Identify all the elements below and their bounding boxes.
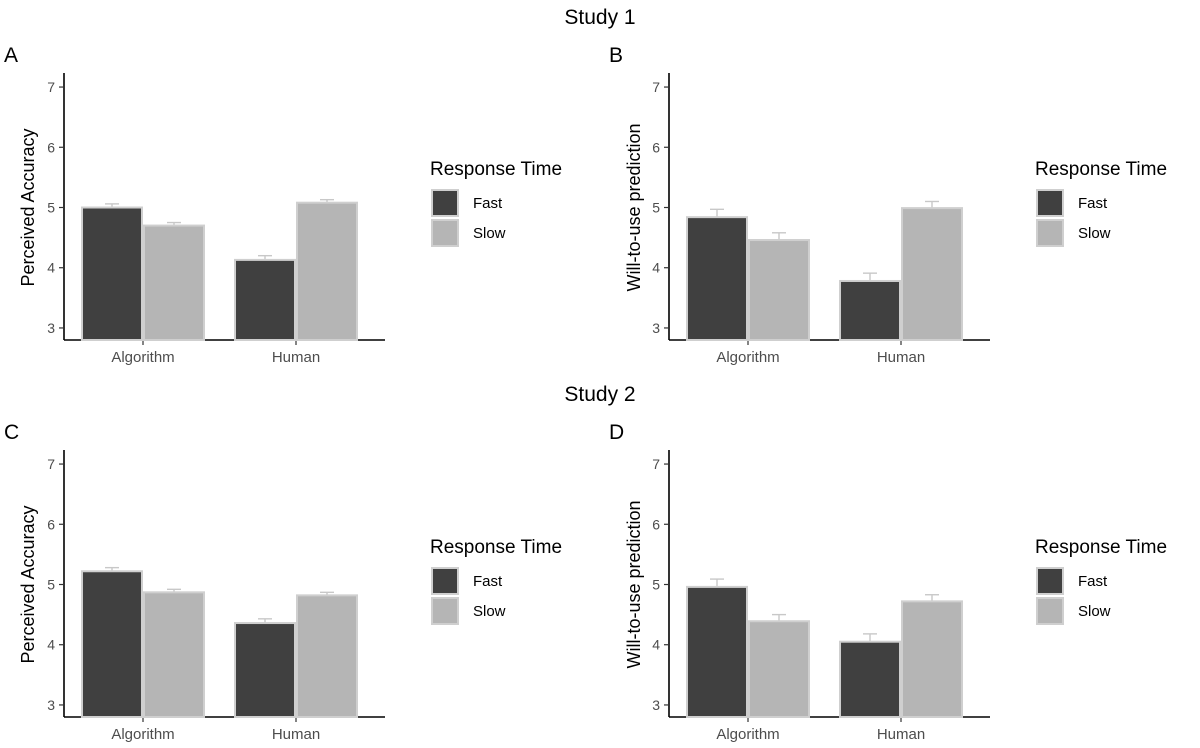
- x-tick-label: Human: [877, 349, 925, 366]
- y-tick-label: 4: [652, 260, 660, 276]
- y-tick-label: 4: [47, 637, 55, 653]
- panel-a: Study 1 A 3 4 5 6 7 Algorithm Human Perceived Acc…: [4, 6, 636, 366]
- legend-label-slow: Slow: [473, 225, 506, 242]
- x-tick-label: Human: [877, 726, 925, 743]
- bar-fast-algorithm: [686, 216, 748, 342]
- x-tick-label: Human: [272, 726, 320, 743]
- legend-key-fast: [431, 567, 459, 595]
- y-tick-label: 5: [652, 200, 660, 216]
- y-axis-title: Perceived Accuracy: [18, 505, 38, 663]
- panel-c: Study 2 C 3 4 5 6 7 Algorithm Human Perceived Acc…: [4, 383, 636, 743]
- panel-letter: D: [609, 421, 624, 444]
- legend-label-fast: Fast: [1078, 573, 1108, 590]
- legend-key-fast: [431, 189, 459, 217]
- x-tick-label: Algorithm: [111, 726, 174, 743]
- y-tick-label: 5: [47, 577, 55, 593]
- legend-title: Response Time: [1035, 159, 1167, 180]
- y-tick-label: 6: [47, 139, 55, 155]
- bar-slow-human: [901, 207, 963, 341]
- bar-fast-algorithm: [686, 585, 748, 719]
- bar-slow-algorithm: [748, 239, 810, 341]
- legend-title: Response Time: [1035, 537, 1167, 558]
- panel-d: D 3 4 5 6 7 Algorithm Human Will-to-use predicti…: [609, 421, 1167, 743]
- legend-title: Response Time: [430, 537, 562, 558]
- y-tick-label: 6: [47, 516, 55, 532]
- y-axis-title: Will-to-use prediction: [624, 123, 644, 291]
- y-axis-title: Will-to-use prediction: [624, 500, 644, 668]
- y-tick-label: 7: [652, 456, 660, 472]
- legend-label-slow: Slow: [1078, 603, 1111, 620]
- x-tick-label: Algorithm: [716, 726, 779, 743]
- bar-slow-algorithm: [143, 224, 205, 341]
- bar-fast-human: [839, 279, 901, 341]
- legend-key-fast: [1036, 189, 1064, 217]
- y-tick-label: 7: [47, 456, 55, 472]
- bar-fast-human: [234, 258, 296, 342]
- legend: Response Time Fast Slow: [430, 537, 562, 625]
- bar-slow-human: [901, 600, 963, 719]
- legend-label-slow: Slow: [1078, 225, 1111, 242]
- legend-key-slow: [1036, 597, 1064, 625]
- legend-title: Response Time: [430, 159, 562, 180]
- bar-fast-algorithm: [81, 570, 143, 718]
- bar-fast-human: [234, 622, 296, 719]
- bar-fast-algorithm: [81, 206, 143, 341]
- panel-b: B 3 4 5 6 7 Algorithm Human Will-to-use predicti…: [609, 44, 1167, 366]
- legend: Response Time Fast Slow: [1035, 159, 1167, 247]
- bar-slow-human: [296, 594, 358, 718]
- y-tick-label: 4: [47, 260, 55, 276]
- bar-slow-algorithm: [748, 620, 810, 719]
- legend-label-slow: Slow: [473, 603, 506, 620]
- legend: Response Time Fast Slow: [430, 159, 562, 247]
- y-tick-label: 7: [652, 79, 660, 95]
- y-tick-label: 3: [652, 320, 660, 336]
- legend-key-slow: [431, 597, 459, 625]
- y-tick-label: 4: [652, 637, 660, 653]
- x-tick-label: Algorithm: [111, 349, 174, 366]
- y-tick-label: 3: [652, 697, 660, 713]
- x-tick-label: Human: [272, 349, 320, 366]
- y-axis-title: Perceived Accuracy: [18, 128, 38, 286]
- study-title: Study 2: [564, 383, 635, 406]
- x-tick-label: Algorithm: [716, 349, 779, 366]
- y-tick-label: 5: [652, 577, 660, 593]
- legend-key-slow: [1036, 219, 1064, 247]
- y-tick-label: 3: [47, 320, 55, 336]
- legend: Response Time Fast Slow: [1035, 537, 1167, 625]
- panel-letter: C: [4, 421, 19, 444]
- y-tick-label: 7: [47, 79, 55, 95]
- y-tick-label: 6: [652, 516, 660, 532]
- panel-letter: B: [609, 44, 623, 67]
- y-tick-label: 6: [652, 139, 660, 155]
- legend-key-slow: [431, 219, 459, 247]
- bar-slow-human: [296, 201, 358, 341]
- study-title: Study 1: [564, 6, 635, 29]
- bar-fast-human: [839, 640, 901, 718]
- legend-label-fast: Fast: [473, 195, 503, 212]
- y-tick-label: 5: [47, 200, 55, 216]
- y-tick-label: 3: [47, 697, 55, 713]
- legend-key-fast: [1036, 567, 1064, 595]
- bar-slow-algorithm: [143, 591, 205, 718]
- legend-label-fast: Fast: [473, 573, 503, 590]
- legend-label-fast: Fast: [1078, 195, 1108, 212]
- panel-letter: A: [4, 44, 18, 67]
